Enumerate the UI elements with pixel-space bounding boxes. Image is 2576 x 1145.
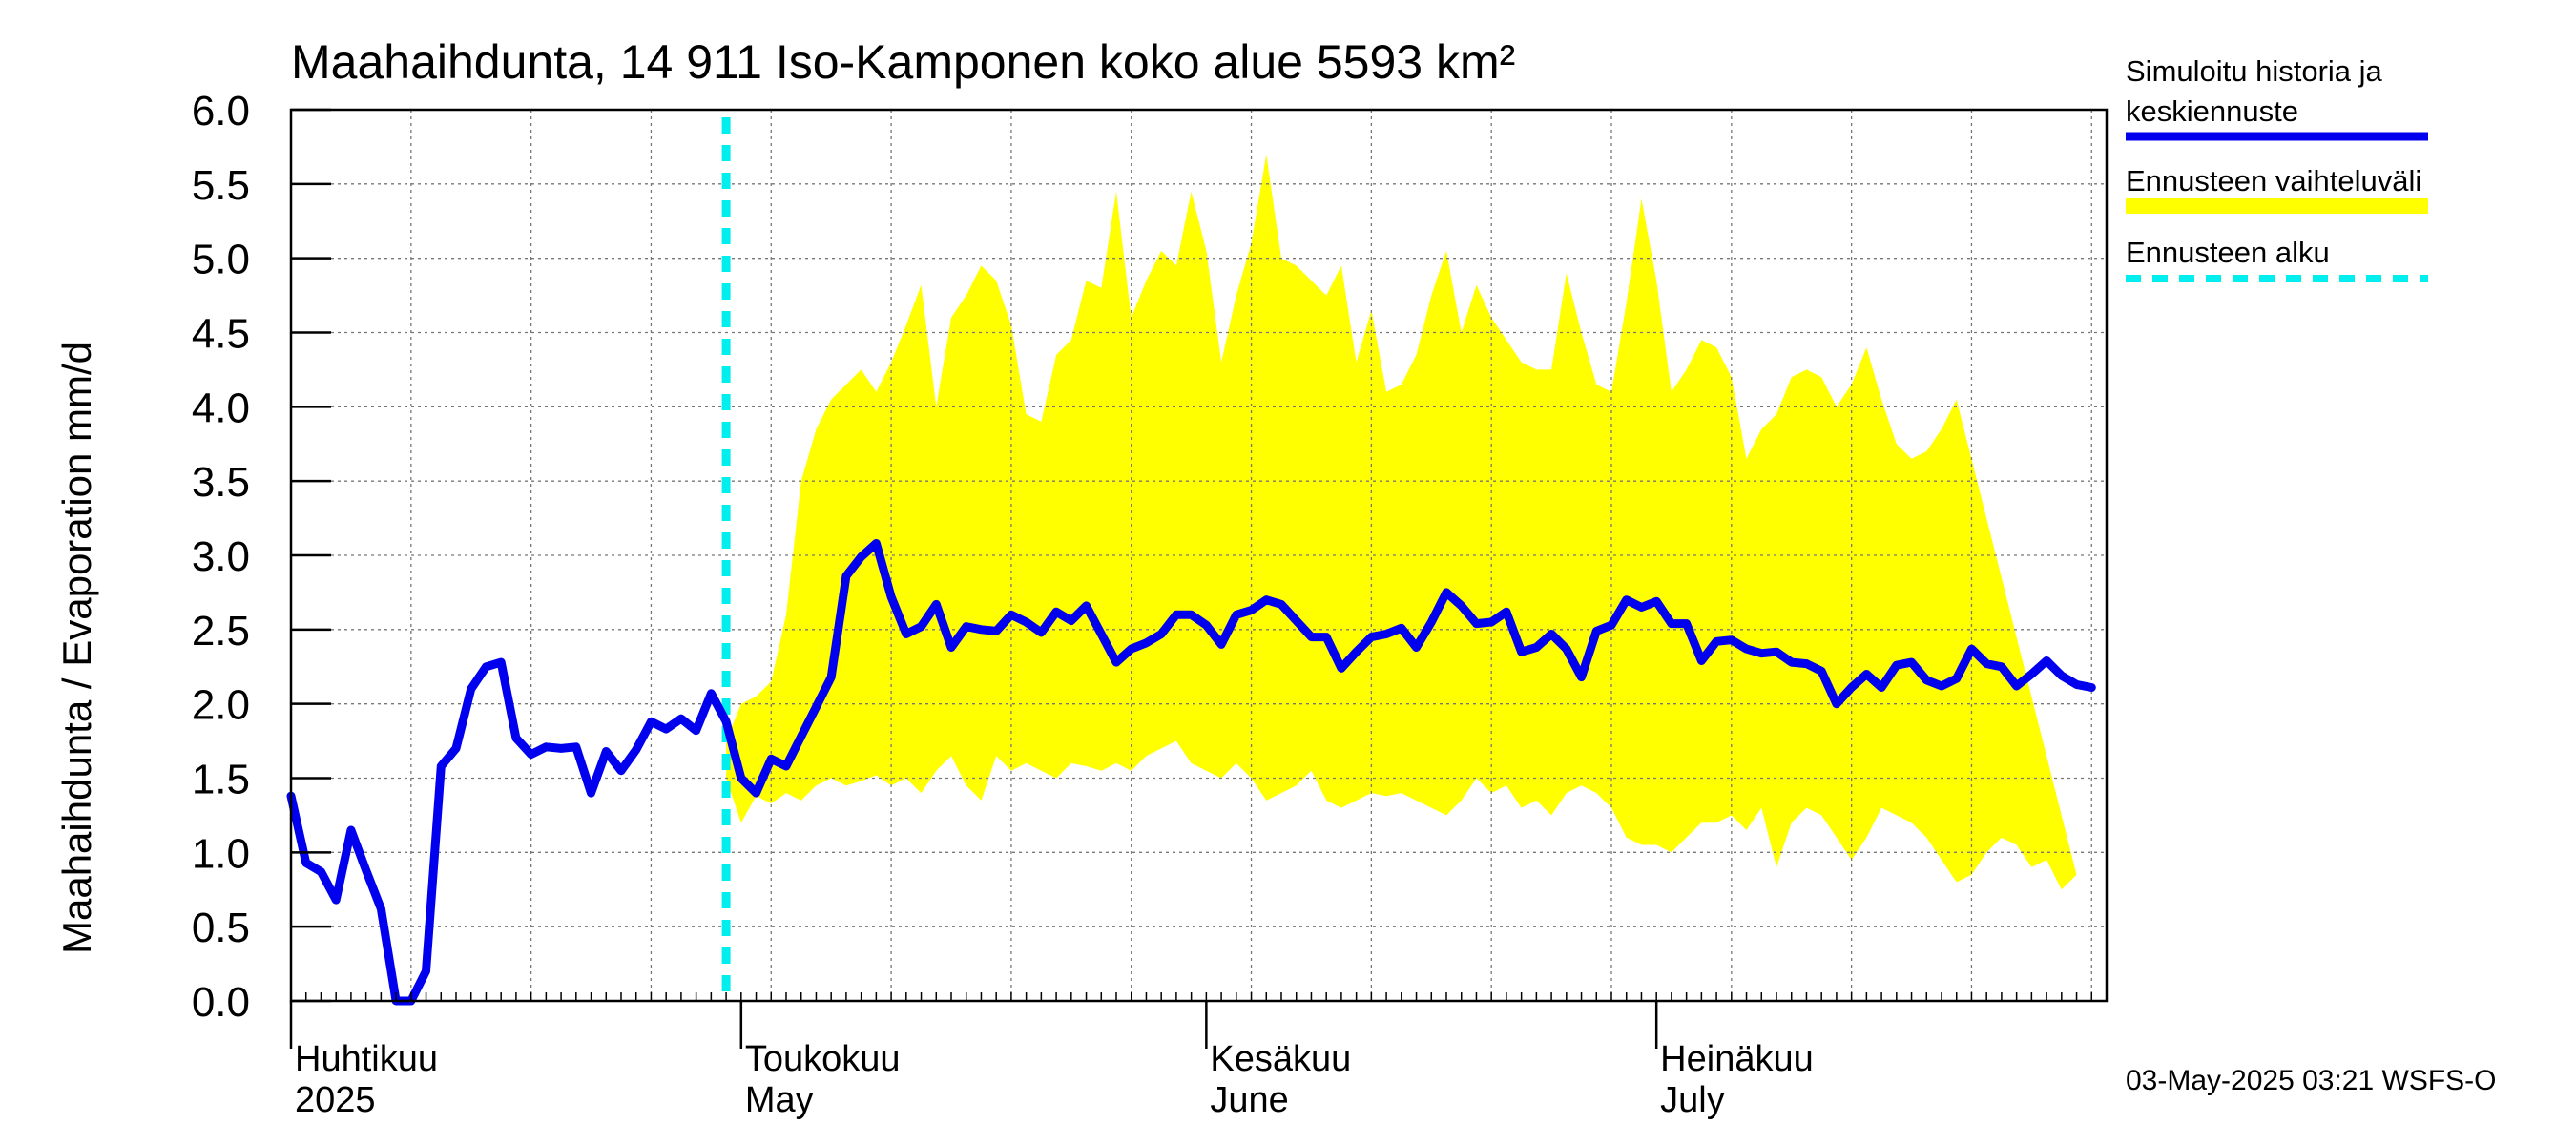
legend-label-forecast-start: Ennusteen alku (2126, 236, 2330, 269)
footer-timestamp: 03-May-2025 03:21 WSFS-O (2126, 1065, 2497, 1096)
x-month-label: Kesäkuu (1210, 1039, 1351, 1079)
x-month-sublabel: May (745, 1080, 814, 1120)
y-tick-label: 5.5 (192, 162, 250, 209)
forecast-range-band (726, 154, 2077, 890)
y-tick-label: 0.0 (192, 979, 250, 1026)
x-month-sublabel: June (1210, 1080, 1288, 1120)
chart-title: Maahaihdunta, 14 911 Iso-Kamponen koko a… (291, 35, 1515, 89)
y-tick-label: 0.5 (192, 905, 250, 951)
legend-label-simulated-line2: keskiennuste (2126, 94, 2298, 128)
y-tick-label: 3.5 (192, 459, 250, 506)
y-axis-label: Maahaihdunta / Evaporation mm/d (54, 342, 99, 954)
x-month-label: Heinäkuu (1660, 1039, 1814, 1079)
legend: Simuloitu historia ja keskiennuste Ennus… (2126, 54, 2428, 282)
y-tick-label: 4.0 (192, 385, 250, 431)
y-tick-label: 1.0 (192, 830, 250, 877)
x-month-label: Toukokuu (745, 1039, 901, 1079)
legend-label-simulated-line1: Simuloitu historia ja (2126, 54, 2383, 88)
x-month-label: Huhtikuu (295, 1039, 438, 1079)
y-tick-labels: 0.0 0.5 1.0 1.5 2.0 2.5 3.0 3.5 4.0 4.5 5.0 5.5 6.0 (192, 88, 331, 1026)
y-tick-label: 2.0 (192, 682, 250, 729)
y-tick-label: 6.0 (192, 88, 250, 135)
y-tick-label: 2.5 (192, 608, 250, 655)
forecast-range-band-layer (726, 154, 2077, 890)
y-tick-label: 1.5 (192, 757, 250, 803)
x-month-sublabel: July (1660, 1080, 1725, 1120)
series-line-simulated (286, 539, 2096, 1006)
legend-label-range: Ennusteen vaihteluväli (2126, 164, 2421, 198)
y-tick-label: 3.0 (192, 533, 250, 580)
series-line-layer (286, 539, 2096, 1006)
x-month-sublabel: 2025 (295, 1080, 376, 1120)
y-tick-label: 4.5 (192, 311, 250, 358)
y-tick-label: 5.0 (192, 237, 250, 283)
